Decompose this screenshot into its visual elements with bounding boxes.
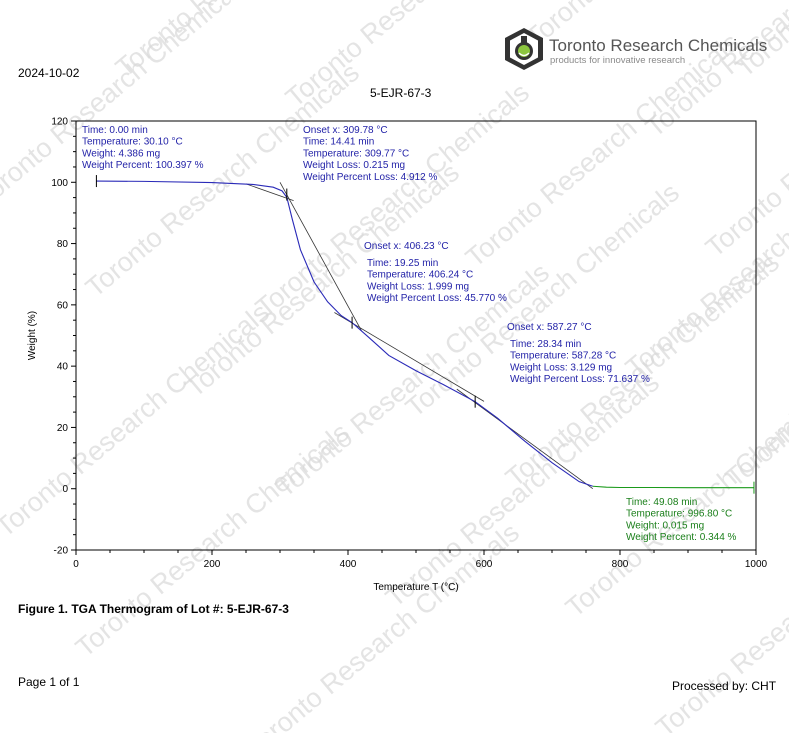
processed-by: Processed by: CHT [672, 679, 777, 693]
y-tick-label: 100 [51, 178, 68, 189]
annotation-line: Weight Percent: 0.344 % [626, 532, 737, 543]
y-tick-label: 120 [51, 117, 68, 128]
y-tick-label: 80 [57, 239, 69, 250]
x-axis-label: Temperature T (°C) [373, 582, 458, 593]
tga-thermogram-chart: 0 200 400 600 800 1000 -20 0 20 40 60 80 100 120 Tempe… [27, 117, 768, 594]
annotation-line: Onset x: 406.23 °C [364, 241, 449, 252]
report-date: 2024-10-02 [18, 66, 80, 80]
annotation-line: Time: 0.00 min [82, 125, 148, 136]
annotation-line: Time: 14.41 min [303, 137, 374, 148]
annotation-line: Time: 28.34 min [510, 339, 581, 350]
logo-tagline: products for innovative research [550, 55, 686, 66]
annotation-line: Onset x: 309.78 °C [303, 125, 388, 136]
x-tick-label: 200 [204, 559, 221, 570]
annotation-line: Time: 49.08 min [626, 497, 697, 508]
x-tick-label: 1000 [745, 559, 768, 570]
x-tick-label: 800 [612, 559, 629, 570]
plot-frame [75, 120, 757, 551]
onset-tangent-line [456, 388, 594, 490]
company-logo: Toronto Research Chemicals products for … [503, 27, 767, 77]
annotation-line: Onset x: 587.27 °C [507, 322, 592, 333]
weight-curve [96, 180, 593, 487]
y-tick-label: 40 [57, 362, 69, 373]
annotation-line: Weight Percent Loss: 71.637 % [510, 374, 650, 385]
onset-tangent-line [334, 312, 485, 402]
logo-company-name: Toronto Research Chemicals [549, 36, 768, 55]
annotation-line: Temperature: 587.28 °C [510, 351, 616, 362]
annotation-line: Weight Percent Loss: 4.912 % [303, 172, 437, 183]
annotation-line: Weight Loss: 1.999 mg [367, 281, 469, 292]
annotation-line: Weight: 4.386 mg [82, 148, 160, 159]
annotation-line: Weight Percent: 100.397 % [82, 160, 204, 171]
page-number: Page 1 of 1 [18, 675, 80, 689]
sample-id: 5-EJR-67-3 [370, 86, 432, 100]
annotation-line: Weight Percent Loss: 45.770 % [367, 293, 507, 304]
x-tick-label: 600 [476, 559, 493, 570]
annotation-line: Temperature: 30.10 °C [82, 137, 183, 148]
figure-caption: Figure 1. TGA Thermogram of Lot #: 5-EJR… [18, 602, 289, 616]
weight-curve-end-segment [592, 485, 754, 489]
y-tick-label: 20 [57, 423, 69, 434]
annotation-line: Temperature: 406.24 °C [367, 270, 473, 281]
annotation-line: Weight Loss: 3.129 mg [510, 362, 612, 373]
y-tick-label: 60 [57, 300, 69, 311]
flask-logo-icon [505, 28, 543, 70]
annotation-line: Temperature: 309.77 °C [303, 148, 409, 159]
annotation-line: Weight Loss: 0.215 mg [303, 160, 405, 171]
annotation-line: Temperature: 996.80 °C [626, 509, 732, 520]
x-tick-label: 0 [73, 559, 79, 570]
y-tick-label: -20 [54, 546, 69, 557]
x-tick-label: 400 [340, 559, 357, 570]
annotation-line: Weight: 0.015 mg [626, 520, 704, 531]
onset-tangent-line [279, 182, 362, 332]
onset-tangent-line [245, 183, 294, 202]
y-axis-label: Weight (%) [27, 311, 38, 360]
y-tick-label: 0 [62, 484, 68, 495]
annotation-line: Time: 19.25 min [367, 258, 438, 269]
